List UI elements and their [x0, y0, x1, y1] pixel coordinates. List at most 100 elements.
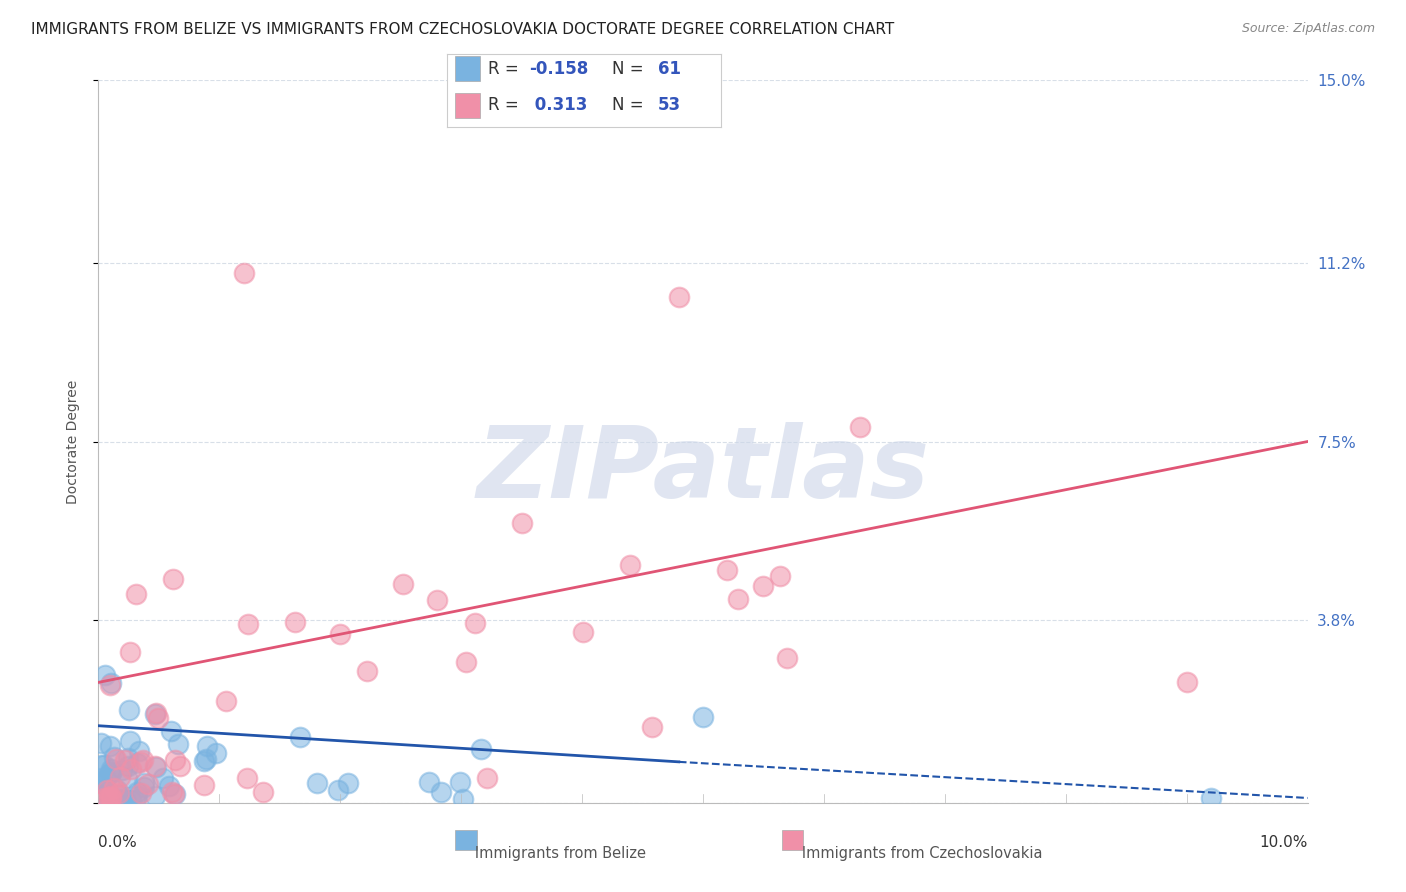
Text: 53: 53: [658, 96, 682, 114]
Point: [163, 753, 186, 767]
Point: [118, 733, 141, 747]
Point: [426, 593, 449, 607]
Point: [252, 784, 274, 798]
Text: Immigrants from Belize: Immigrants from Belize: [461, 847, 647, 861]
Text: Immigrants from Czechoslovakia: Immigrants from Czechoslovakia: [787, 847, 1042, 861]
Point: [91, 776, 114, 790]
Point: [111, 764, 134, 778]
Point: [93, 791, 115, 805]
Point: [849, 420, 872, 434]
Point: [100, 739, 122, 754]
FancyBboxPatch shape: [782, 830, 803, 850]
Point: [118, 702, 141, 716]
Point: [463, 615, 485, 630]
Point: [727, 591, 749, 606]
Point: [290, 730, 312, 744]
Point: [105, 783, 128, 797]
Point: [129, 786, 152, 800]
Point: [205, 746, 228, 760]
Point: [451, 792, 474, 806]
Point: [232, 266, 254, 280]
Point: [470, 741, 492, 756]
Point: [326, 782, 349, 797]
Point: [97, 790, 120, 805]
Point: [98, 678, 121, 692]
Point: [1199, 790, 1222, 805]
Point: [193, 778, 215, 792]
Point: [93, 668, 115, 682]
Point: [100, 764, 122, 779]
Point: [336, 775, 359, 789]
Point: [776, 651, 799, 665]
Point: [716, 563, 738, 577]
Point: [284, 615, 307, 630]
Point: [132, 753, 155, 767]
Point: [692, 710, 714, 724]
Point: [145, 706, 167, 721]
Text: N =: N =: [612, 60, 648, 78]
Point: [307, 776, 329, 790]
Point: [100, 791, 122, 805]
Point: [117, 759, 139, 773]
Point: [429, 785, 451, 799]
Point: [1175, 675, 1198, 690]
Point: [143, 758, 166, 772]
Point: [449, 774, 471, 789]
Point: [169, 759, 191, 773]
Text: -0.158: -0.158: [530, 60, 589, 78]
Point: [152, 771, 174, 785]
Text: N =: N =: [612, 96, 648, 114]
Point: [163, 787, 186, 801]
Text: ZIPatlas: ZIPatlas: [477, 422, 929, 519]
Point: [668, 290, 690, 304]
Point: [120, 793, 142, 807]
Point: [236, 616, 259, 631]
Point: [138, 777, 160, 791]
Point: [120, 762, 142, 776]
Point: [90, 736, 112, 750]
Point: [193, 754, 215, 768]
Point: [215, 694, 238, 708]
Point: [392, 577, 415, 591]
Point: [619, 558, 641, 572]
Point: [90, 793, 112, 807]
Text: 0.0%: 0.0%: [98, 835, 138, 850]
Point: [134, 780, 156, 795]
Point: [571, 625, 593, 640]
Point: [159, 779, 181, 793]
Point: [134, 776, 156, 790]
Point: [166, 737, 188, 751]
Y-axis label: Doctorate Degree: Doctorate Degree: [66, 379, 80, 504]
Point: [100, 762, 122, 776]
Text: IMMIGRANTS FROM BELIZE VS IMMIGRANTS FROM CZECHOSLOVAKIA DOCTORATE DEGREE CORREL: IMMIGRANTS FROM BELIZE VS IMMIGRANTS FRO…: [31, 22, 894, 37]
Point: [124, 793, 146, 807]
FancyBboxPatch shape: [456, 93, 479, 118]
Point: [160, 785, 183, 799]
Text: R =: R =: [488, 96, 524, 114]
Point: [93, 793, 115, 807]
Point: [105, 751, 128, 765]
Point: [96, 791, 118, 805]
Point: [90, 771, 112, 785]
Point: [127, 756, 149, 771]
Text: Source: ZipAtlas.com: Source: ZipAtlas.com: [1241, 22, 1375, 36]
Point: [90, 778, 112, 792]
Point: [143, 789, 166, 803]
Point: [145, 760, 167, 774]
FancyBboxPatch shape: [456, 56, 479, 81]
Point: [148, 711, 170, 725]
Point: [114, 752, 136, 766]
Point: [96, 792, 118, 806]
Point: [108, 771, 131, 785]
Point: [197, 739, 219, 754]
Point: [117, 751, 139, 765]
Point: [128, 744, 150, 758]
Point: [100, 789, 122, 803]
Point: [162, 572, 184, 586]
Point: [356, 664, 378, 678]
Point: [90, 757, 112, 772]
Point: [90, 788, 112, 802]
Point: [475, 771, 498, 785]
Point: [454, 655, 477, 669]
Point: [159, 724, 181, 739]
